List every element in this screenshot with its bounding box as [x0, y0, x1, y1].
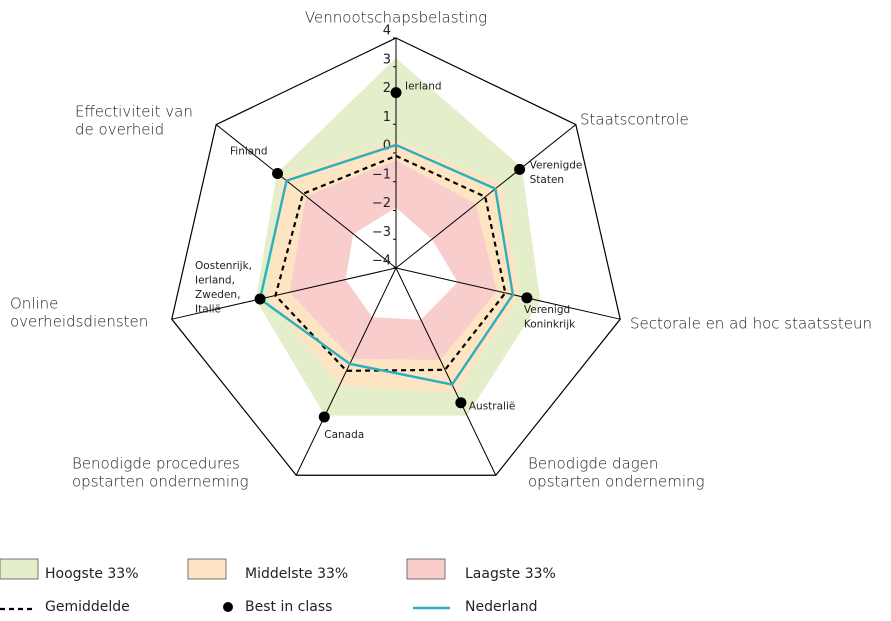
best-label: Staten	[530, 174, 564, 186]
tick-label: −2	[372, 196, 391, 211]
axis-label: Benodigde procedures	[72, 455, 240, 473]
series-line	[274, 154, 507, 372]
axis-line	[395, 267, 497, 476]
axis-label: Online	[10, 295, 58, 313]
legend-label: Nederland	[465, 599, 538, 615]
best-dot	[521, 292, 533, 304]
legend-label: Laagste 33%	[465, 566, 556, 582]
axis-label: Benodigde dagen	[528, 455, 658, 473]
axis-label: opstarten onderneming	[72, 473, 249, 491]
best-label: Finland	[230, 146, 268, 158]
tick-label: 0	[383, 139, 391, 154]
best-label: Ierland	[405, 81, 442, 93]
axis-label: overheidsdiensten	[10, 313, 148, 331]
tick-label: 3	[383, 52, 391, 67]
axis-label: de overheid	[75, 121, 164, 139]
tick-label: 1	[383, 110, 391, 125]
axis-label: Effectiviteit van	[75, 103, 193, 121]
legend-swatch	[406, 558, 446, 580]
best-label: Italië	[195, 304, 221, 316]
frame	[171, 37, 621, 476]
axis-label: Sectorale en ad hoc staatssteun	[630, 315, 872, 333]
axis-label: opstarten onderneming	[528, 473, 705, 491]
best-dot	[390, 87, 402, 99]
series-line	[258, 143, 515, 386]
best-label: Verenigd	[524, 304, 570, 316]
best-label: Ierland,	[195, 275, 235, 287]
best-dot	[455, 397, 467, 409]
best-dot	[272, 168, 284, 180]
axis-line	[171, 267, 397, 320]
best-label: Verenigde	[530, 159, 583, 171]
best-label: Australië	[469, 401, 515, 413]
legend-label: Best in class	[245, 599, 332, 615]
tick-label: −1	[372, 167, 391, 182]
axis-line	[395, 124, 577, 269]
best-label: Koninkrijk	[524, 318, 576, 330]
best-dot	[514, 163, 526, 175]
axis-line	[215, 124, 397, 269]
best-dot	[254, 293, 266, 305]
tick-label: −4	[372, 254, 391, 269]
legend-label: Gemiddelde	[45, 599, 130, 615]
legend-label: Hoogste 33%	[45, 566, 139, 582]
legend-dot	[223, 602, 233, 612]
axis-label: Vennootschapsbelasting	[305, 9, 487, 27]
tick-label: 2	[383, 81, 391, 96]
best-dot	[318, 411, 330, 423]
tick-label: 4	[383, 24, 391, 39]
axis-label: Staatscontrole	[580, 111, 689, 129]
best-label: Zweden,	[195, 289, 240, 301]
tick-label: −3	[372, 225, 391, 240]
best-label: Canada	[324, 429, 364, 441]
best-label: Oostenrijk,	[195, 260, 252, 272]
legend-swatch	[187, 558, 227, 580]
axis-line	[295, 267, 397, 476]
axis-line	[395, 267, 621, 320]
legend-swatch	[0, 558, 39, 580]
legend-label: Middelste 33%	[245, 566, 348, 582]
